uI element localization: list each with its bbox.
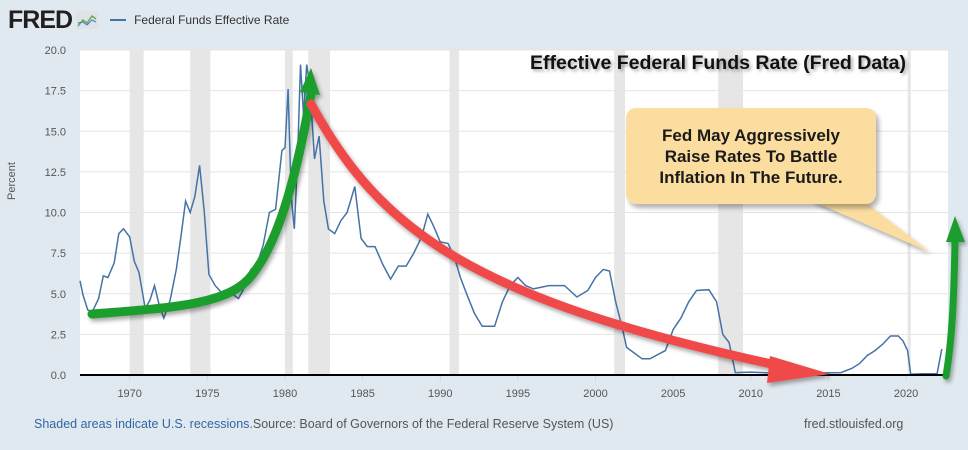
fall-arrow-shaft xyxy=(306,99,795,373)
callout-box: Fed May Aggressively Raise Rates To Batt… xyxy=(626,108,876,204)
y-tick-label: 7.5 xyxy=(51,248,66,260)
x-tick-label: 1990 xyxy=(428,388,452,400)
legend-label[interactable]: Federal Funds Effective Rate xyxy=(134,13,290,27)
callout-line: Raise Rates To Battle xyxy=(664,146,838,166)
rise-arrow-head xyxy=(300,68,320,95)
fall-arrow-head xyxy=(767,356,830,383)
x-tick-label: 1980 xyxy=(273,388,297,400)
y-tick-label: 15.0 xyxy=(45,126,66,138)
footer-note: Shaded areas indicate U.S. recessions.So… xyxy=(34,417,613,431)
y-tick-label: 20.0 xyxy=(45,45,66,57)
rise-arrow-shaft xyxy=(87,83,317,319)
x-tick-label: 1995 xyxy=(506,388,530,400)
y-tick-label: 0.0 xyxy=(51,370,66,382)
x-tick-label: 2015 xyxy=(816,388,840,400)
chart-header: FRED Federal Funds Effective Rate xyxy=(8,6,289,34)
y-tick-label: 2.5 xyxy=(51,329,66,341)
x-tick-label: 2020 xyxy=(894,388,918,400)
y-tick-label: 17.5 xyxy=(45,86,66,98)
y-tick-label: 10.0 xyxy=(45,208,66,220)
legend-swatch xyxy=(110,19,127,21)
y-tick-label: 5.0 xyxy=(51,289,66,301)
x-tick-label: 1975 xyxy=(195,388,219,400)
x-tick-label: 1970 xyxy=(117,388,141,400)
future-arrow-shaft xyxy=(942,236,959,380)
callout-line: Inflation In The Future. xyxy=(659,167,843,187)
x-tick-label: 2005 xyxy=(661,388,685,400)
source-text: Source: Board of Governors of the Federa… xyxy=(252,417,614,431)
callout-line: Fed May Aggressively xyxy=(662,125,840,145)
x-tick-label: 2000 xyxy=(583,388,607,400)
chart-line-icon xyxy=(76,11,99,29)
future-arrow-head xyxy=(946,216,965,242)
series-line xyxy=(79,64,943,375)
recession-note: Shaded areas indicate U.S. recessions. xyxy=(34,417,253,431)
overlay-title: Effective Federal Funds Rate (Fred Data) xyxy=(530,52,907,74)
x-tick-label: 2010 xyxy=(739,388,763,400)
site-link[interactable]: fred.stlouisfed.org xyxy=(804,417,904,431)
callout-tail xyxy=(810,200,930,252)
x-tick-label: 1985 xyxy=(350,388,374,400)
y-tick-label: 12.5 xyxy=(45,167,66,179)
fred-logo[interactable]: FRED xyxy=(8,5,73,34)
